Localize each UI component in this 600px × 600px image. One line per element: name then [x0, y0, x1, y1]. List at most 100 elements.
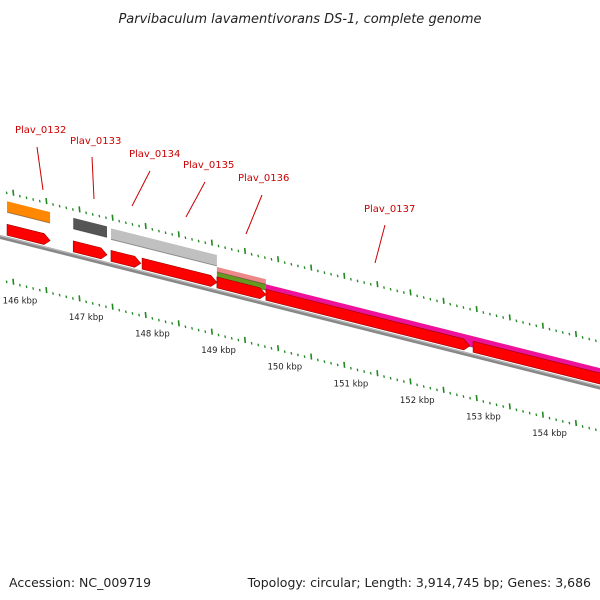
label-leader-line: [185, 181, 206, 218]
inner-tick: [71, 297, 74, 300]
inner-tick: [528, 411, 531, 415]
outer-tick: [263, 256, 266, 260]
outer-tick: [250, 252, 253, 256]
outer-tick: [124, 221, 127, 225]
outer-tick: [548, 327, 551, 331]
inner-tick: [581, 425, 584, 428]
kbp-label: 148 kbp: [135, 329, 170, 339]
inner-tick: [323, 360, 326, 364]
outer-tick: [230, 247, 233, 251]
inner-tick: [568, 421, 571, 425]
inner-tick: [197, 328, 200, 332]
inner-tick: [508, 403, 511, 410]
outer-tick-row: [5, 189, 597, 343]
kbp-label: 146 kbp: [3, 296, 38, 306]
inner-tick: [462, 395, 465, 398]
length-label: Length:: [364, 575, 412, 590]
outer-tick: [469, 307, 472, 311]
outer-tick: [330, 272, 332, 276]
kbp-label: 152 kbp: [400, 396, 435, 406]
outer-tick: [581, 336, 584, 339]
outer-tick: [541, 322, 544, 329]
kbp-label: 153 kbp: [466, 413, 501, 423]
label-leader-line: [245, 194, 263, 235]
outer-tick: [574, 330, 578, 338]
map-title: Parvibaculum lavamentivorans DS-1, compl…: [118, 12, 481, 27]
inner-tick: [91, 302, 94, 305]
inner-tick: [594, 428, 597, 432]
inner-tick: [257, 343, 260, 347]
inner-tick: [369, 371, 372, 375]
outer-tick: [515, 319, 518, 323]
cds-arrow: [265, 288, 471, 351]
inner-tick: [85, 300, 88, 304]
inner-tick: [297, 353, 299, 357]
inner-tick: [383, 375, 385, 378]
gene-bar: [110, 228, 217, 266]
inner-tick: [25, 285, 28, 289]
outer-tick: [164, 231, 167, 235]
outer-tick: [65, 206, 68, 210]
outer-tick: [197, 239, 200, 243]
inner-tick: [124, 310, 127, 314]
inner-tick: [416, 383, 419, 387]
outer-tick: [422, 296, 425, 299]
outer-tick: [363, 281, 366, 284]
genes-label: Genes:: [507, 575, 552, 590]
inner-tick: [495, 403, 498, 407]
inner-tick: [310, 353, 313, 360]
outer-tick: [191, 237, 193, 241]
genes-value: 3,686: [555, 575, 591, 590]
outer-tick: [323, 271, 326, 275]
gene-label: Plav_0136: [238, 173, 289, 184]
inner-tick: [210, 328, 213, 335]
inner-tick: [177, 320, 180, 327]
outer-tick: [475, 305, 478, 313]
outer-tick: [277, 256, 280, 263]
outer-tick: [303, 266, 306, 270]
outer-tick: [32, 198, 35, 201]
accession-label: Accession:: [9, 575, 76, 590]
inner-tick: [548, 416, 551, 420]
inner-tick: [217, 333, 220, 337]
inner-tick: [151, 317, 154, 320]
outer-tick: [356, 279, 359, 283]
outer-tick: [508, 314, 511, 321]
outer-tick: [243, 247, 247, 254]
outer-tick: [336, 274, 339, 278]
outer-tick: [310, 264, 313, 271]
label-leader-line: [91, 156, 95, 200]
inner-tick: [316, 358, 319, 362]
inner-tick: [144, 311, 147, 319]
outer-tick: [131, 223, 134, 226]
inner-tick: [588, 426, 591, 430]
outer-tick: [383, 286, 385, 289]
inner-tick: [230, 336, 233, 340]
topology-label: Topology:: [247, 575, 307, 590]
outer-tick: [462, 306, 465, 309]
inner-tick: [449, 391, 452, 395]
inner-tick: [376, 370, 379, 377]
gene-bar: [216, 271, 266, 291]
inner-tick: [98, 303, 101, 307]
kbp-label: 151 kbp: [334, 379, 369, 389]
outer-tick: [224, 246, 227, 250]
outer-tick: [369, 282, 372, 286]
cds-arrow: [110, 249, 142, 268]
gene-bar-shadow: [73, 228, 108, 238]
inner-tick: [290, 351, 293, 355]
inner-tick: [270, 346, 273, 350]
genome-stats-text: Topology: circular; Length: 3,914,745 bp…: [247, 575, 591, 590]
outer-tick: [184, 236, 187, 240]
inner-tick: [52, 292, 54, 295]
gene-label: Plav_0137: [364, 204, 415, 215]
inner-tick: [164, 320, 167, 324]
outer-tick: [297, 264, 299, 268]
outer-tick: [489, 312, 491, 316]
kbp-label: 150 kbp: [267, 363, 302, 373]
outer-tick: [416, 294, 419, 298]
outer-tick: [429, 297, 432, 301]
outer-tick: [588, 337, 591, 341]
label-leader-line: [131, 170, 151, 207]
